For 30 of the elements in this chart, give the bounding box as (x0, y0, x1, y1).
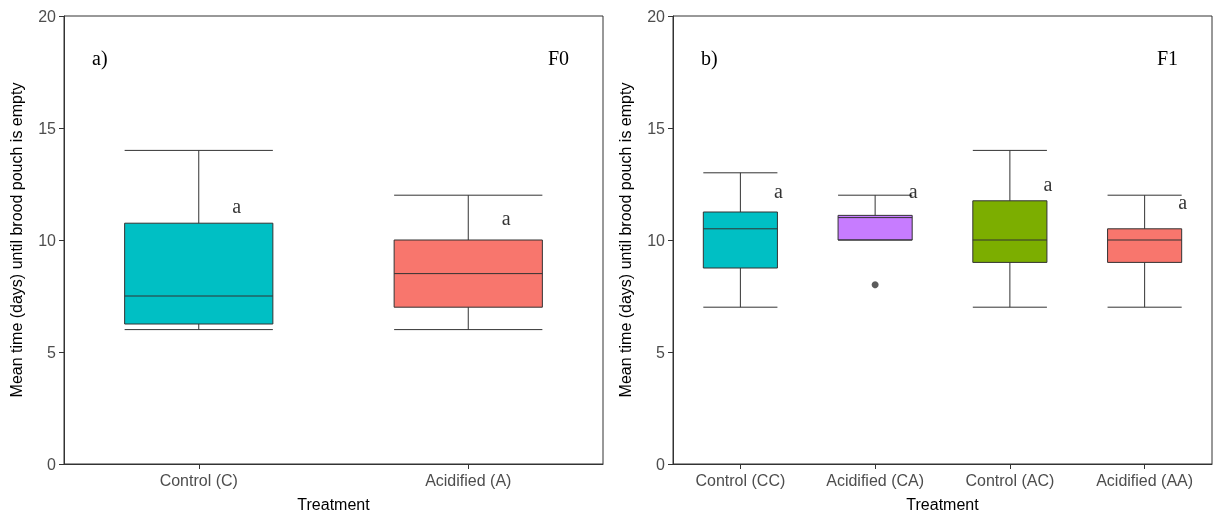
y-tick-label: 20 (647, 7, 666, 25)
y-tick-label: 10 (647, 231, 666, 249)
annotation: a (908, 179, 918, 202)
y-axis-title: Mean time (days) until brood pouch is empty (616, 82, 634, 398)
x-tick-label: Acidified (CA) (826, 471, 925, 489)
annotation: a (232, 195, 242, 218)
y-tick-label: 20 (38, 7, 57, 25)
y-tick-label: 5 (656, 343, 666, 361)
annotation: F0 (547, 47, 569, 69)
x-tick-label: Control (C) (159, 471, 238, 489)
y-tick-label: 10 (38, 231, 57, 249)
y-tick-label: 15 (38, 119, 57, 137)
annotation: b) (701, 47, 718, 70)
annotation: a (501, 206, 511, 229)
x-tick-label: Acidified (A) (425, 471, 512, 489)
y-tick-label: 15 (647, 119, 666, 137)
x-tick-label: Control (AC) (965, 471, 1055, 489)
x-tick-label: Control (CC) (695, 471, 786, 489)
y-tick-label: 0 (656, 455, 666, 473)
y-tick-label: 0 (47, 455, 57, 473)
y-tick-label: 5 (47, 343, 57, 361)
x-tick-label: Acidified (AA) (1096, 471, 1194, 489)
y-axis-title: Mean time (days) until brood pouch is empty (7, 82, 25, 398)
annotation: F1 (1156, 47, 1178, 69)
annotation: a (773, 179, 783, 202)
x-axis-title: Treatment (906, 495, 980, 513)
annotation: a) (92, 47, 108, 70)
annotation: a (1178, 190, 1188, 213)
x-axis-title: Treatment (297, 495, 371, 513)
annotation: a (1043, 173, 1053, 195)
